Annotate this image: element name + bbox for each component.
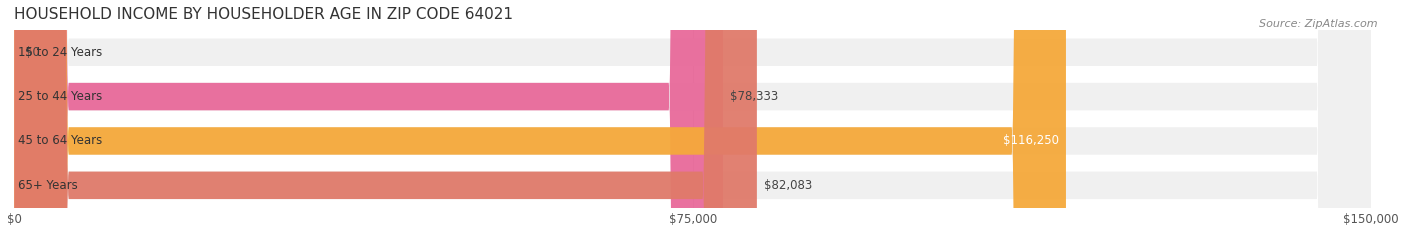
- Text: HOUSEHOLD INCOME BY HOUSEHOLDER AGE IN ZIP CODE 64021: HOUSEHOLD INCOME BY HOUSEHOLDER AGE IN Z…: [14, 7, 513, 22]
- FancyBboxPatch shape: [14, 0, 756, 233]
- Text: 15 to 24 Years: 15 to 24 Years: [18, 46, 103, 59]
- Text: $0: $0: [25, 46, 41, 59]
- Text: $116,250: $116,250: [1002, 134, 1059, 147]
- FancyBboxPatch shape: [14, 0, 1371, 233]
- Text: $82,083: $82,083: [763, 179, 811, 192]
- Text: 45 to 64 Years: 45 to 64 Years: [18, 134, 103, 147]
- FancyBboxPatch shape: [14, 0, 1371, 233]
- FancyBboxPatch shape: [14, 0, 723, 233]
- FancyBboxPatch shape: [14, 0, 1371, 233]
- Text: $78,333: $78,333: [730, 90, 778, 103]
- FancyBboxPatch shape: [14, 0, 1066, 233]
- FancyBboxPatch shape: [14, 0, 1371, 233]
- Text: Source: ZipAtlas.com: Source: ZipAtlas.com: [1260, 19, 1378, 29]
- Text: 65+ Years: 65+ Years: [18, 179, 79, 192]
- Text: 25 to 44 Years: 25 to 44 Years: [18, 90, 103, 103]
